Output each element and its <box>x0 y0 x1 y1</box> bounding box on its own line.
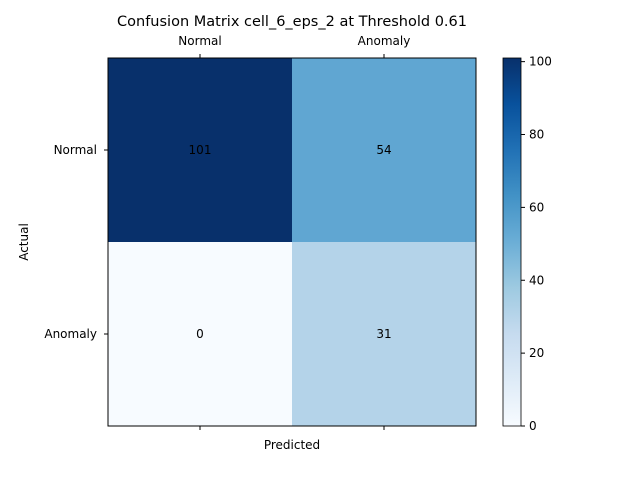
colorbar-tick-label: 40 <box>529 273 544 287</box>
heatmap-cell <box>292 58 476 242</box>
colorbar-tick-label: 100 <box>529 55 552 69</box>
heatmap-cells: 101 54 0 31 <box>108 58 476 426</box>
colorbar-gradient <box>502 57 522 427</box>
x-tick-label: Anomaly <box>358 34 411 48</box>
heatmap-cell <box>108 58 292 242</box>
colorbar: 0 20 40 60 80 100 <box>502 55 552 433</box>
axes: Normal Anomaly Normal Anomaly <box>44 34 410 430</box>
cell-value-label: 54 <box>376 143 391 157</box>
colorbar-tick-label: 20 <box>529 346 544 360</box>
y-axis-label: Actual <box>17 223 31 261</box>
cell-value-label: 31 <box>376 327 391 341</box>
heatmap-cell <box>292 242 476 426</box>
colorbar-tick-label: 80 <box>529 128 544 142</box>
cell-value-label: 101 <box>189 143 212 157</box>
x-tick-label: Normal <box>178 34 221 48</box>
colorbar-tick-label: 60 <box>529 200 544 214</box>
heatmap-cell <box>108 242 292 426</box>
plot-frame <box>107 57 477 427</box>
colorbar-tick-label: 0 <box>529 419 537 433</box>
x-axis-label: Predicted <box>264 438 320 452</box>
chart-title: Confusion Matrix cell_6_eps_2 at Thresho… <box>117 14 467 30</box>
y-tick-label: Anomaly <box>44 327 97 341</box>
colorbar-ticks: 0 20 40 60 80 100 <box>521 55 552 433</box>
y-tick-label: Normal <box>54 143 97 157</box>
cell-value-label: 0 <box>196 327 204 341</box>
